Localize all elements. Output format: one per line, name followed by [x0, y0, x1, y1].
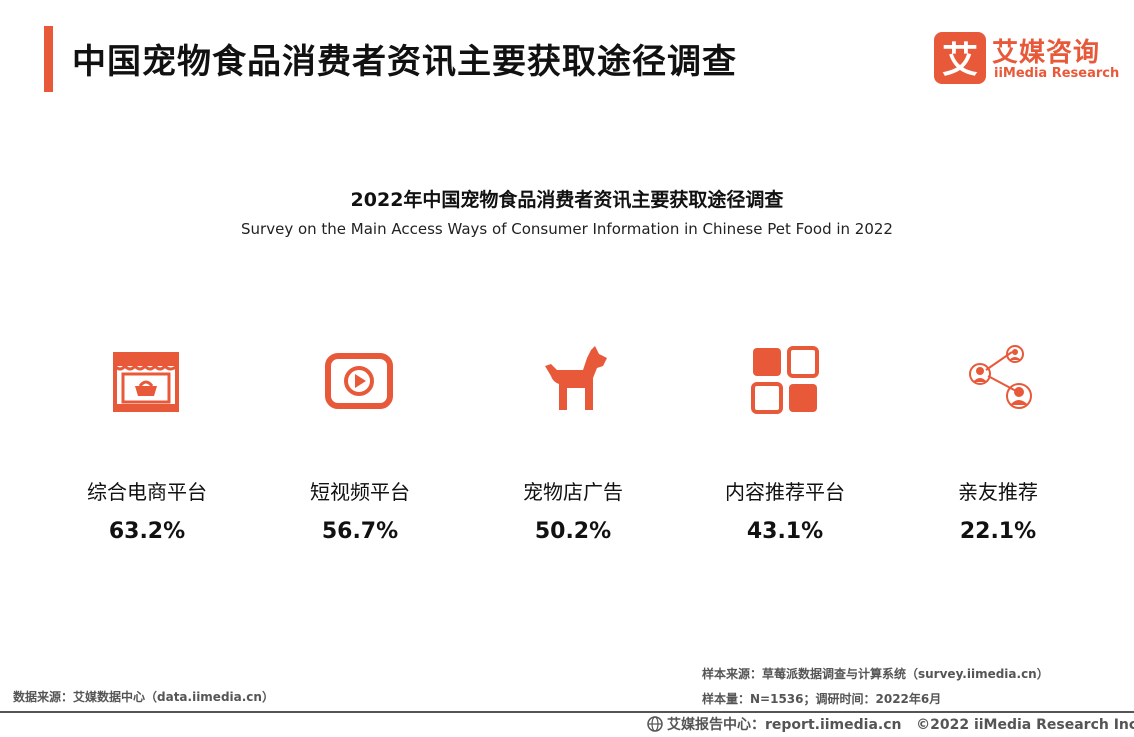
- iimedia-logo: 艾 艾媒咨询 iiMedia Research: [934, 32, 1119, 86]
- globe-icon: [647, 716, 663, 732]
- copyright-text: ©2022 iiMedia Research Inc: [916, 717, 1134, 733]
- svg-text:艾: 艾: [942, 40, 978, 81]
- channel-item-short-video: 短视频平台 56.7%: [260, 340, 460, 544]
- channel-item-content-recommendation: 内容推荐平台 43.1%: [685, 340, 885, 544]
- sample-size-note: 样本量：N=1536；调研时间：2022年6月: [702, 692, 942, 706]
- chart-subtitle: Survey on the Main Access Ways of Consum…: [241, 220, 893, 238]
- footer-bar: 艾媒报告中心：report.iimedia.cn ©2022 iiMedia R…: [647, 714, 1134, 734]
- shop-basket-icon: [113, 352, 179, 412]
- data-source-note: 数据来源：艾媒数据中心（data.iimedia.cn）: [13, 690, 274, 704]
- channel-value: 63.2%: [108, 519, 186, 544]
- video-play-icon: [325, 353, 393, 409]
- channel-label: 宠物店广告: [523, 480, 623, 504]
- channel-label: 短视频平台: [310, 480, 410, 504]
- channel-item-friends-family: 亲友推荐 22.1%: [898, 340, 1098, 544]
- page-title: 中国宠物食品消费者资讯主要获取途径调查: [72, 42, 737, 82]
- chart-title: 2022年中国宠物食品消费者资讯主要获取途径调查: [350, 189, 784, 211]
- logo-text-cn: 艾媒咨询: [992, 38, 1101, 68]
- channel-value: 50.2%: [534, 519, 612, 544]
- channel-value: 56.7%: [321, 519, 399, 544]
- sample-source-note: 样本来源：草莓派数据调查与计算系统（survey.iimedia.cn）: [702, 667, 1049, 681]
- dog-icon: [545, 346, 607, 410]
- channel-label: 内容推荐平台: [725, 480, 845, 504]
- channel-item-pet-store: 宠物店广告 50.2%: [473, 340, 673, 544]
- channel-label: 综合电商平台: [87, 480, 207, 504]
- title-accent-bar: [44, 26, 53, 92]
- channel-value: 22.1%: [959, 519, 1037, 544]
- report-center-link[interactable]: 艾媒报告中心：report.iimedia.cn: [667, 717, 902, 733]
- channel-value: 43.1%: [746, 519, 824, 544]
- grid-apps-icon: [751, 346, 819, 414]
- channel-label: 亲友推荐: [958, 480, 1038, 504]
- people-network-icon: [969, 345, 1032, 409]
- channel-item-ecommerce: 综合电商平台 63.2%: [47, 340, 247, 544]
- logo-text-en: iiMedia Research: [994, 66, 1120, 81]
- logo-mark-icon: 艾: [934, 32, 986, 84]
- footer-divider: [0, 711, 1134, 713]
